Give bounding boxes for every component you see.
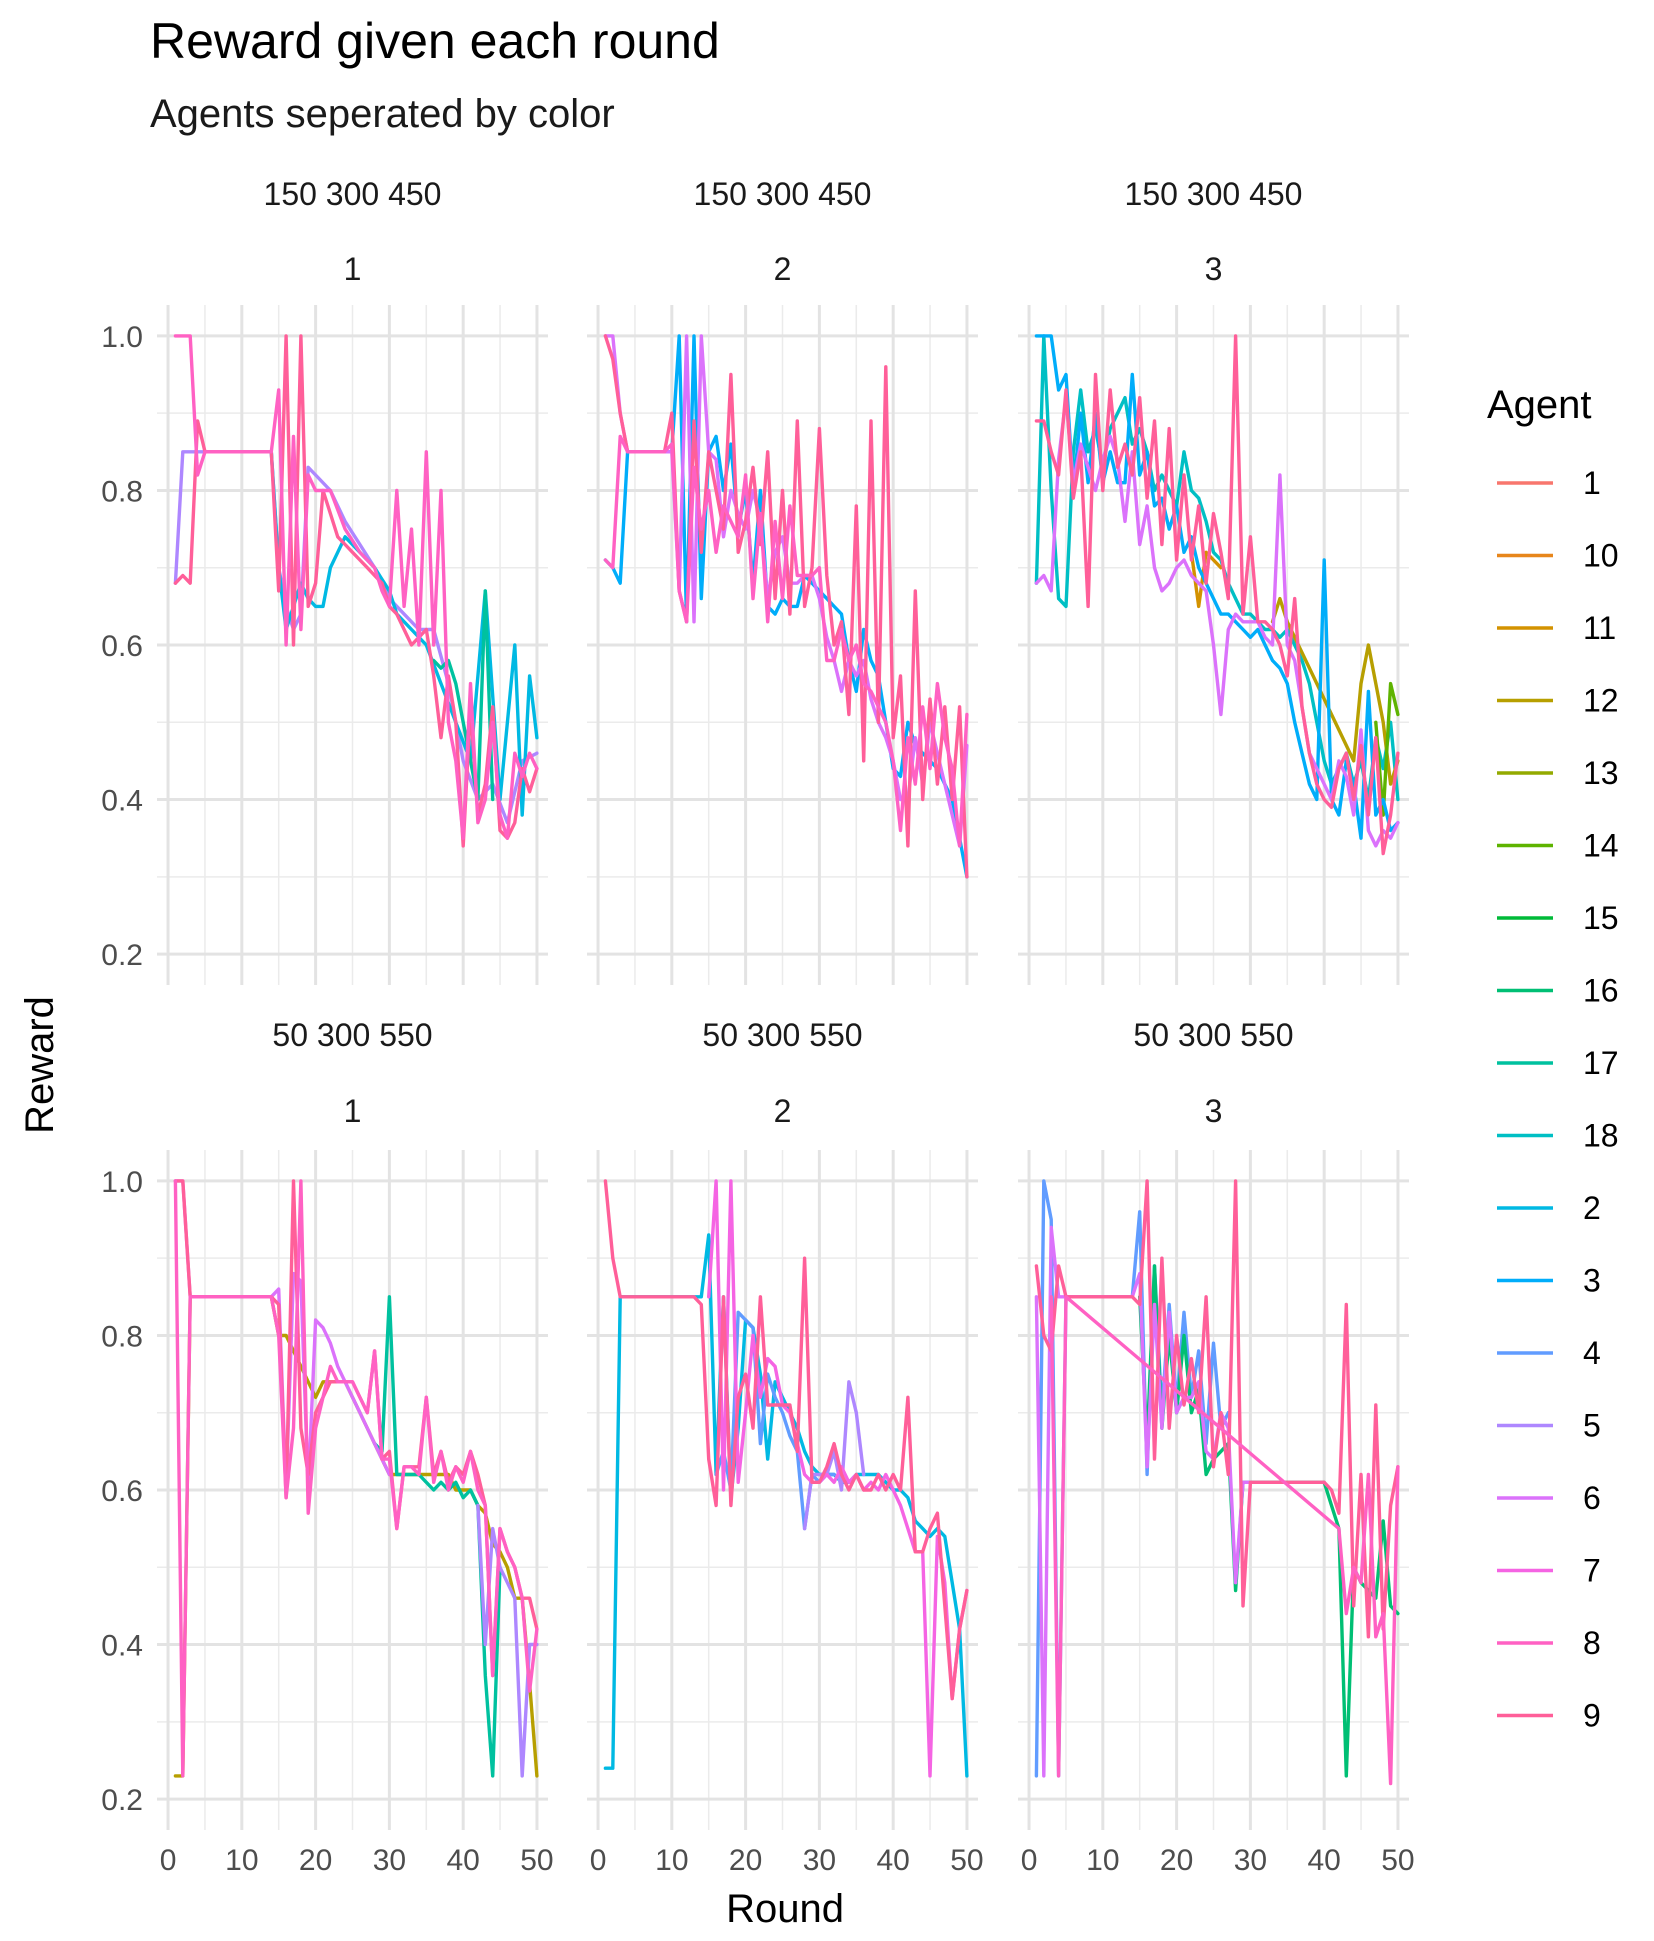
- y-tick-label: 0.2: [101, 939, 143, 972]
- series-line-agent-9: [1034, 1179, 1400, 1639]
- legend-label: 18: [1583, 1118, 1619, 1154]
- legend-label: 4: [1583, 1335, 1601, 1371]
- series-line-agent-6: [173, 1179, 392, 1492]
- x-tick-label: 20: [299, 1844, 332, 1877]
- strip-label-top: 50 300 550: [1133, 1017, 1293, 1053]
- facet-panel: 50 300 550 1 0.2 0.4 0.6 0.8 1.0 0 10 20 30 40 50: [101, 1017, 553, 1877]
- series-line-agent-3: [1034, 334, 1400, 840]
- x-tick-label: 30: [373, 1844, 406, 1877]
- strip-label-top: 150 300 450: [694, 176, 872, 212]
- chart-subtitle: Agents seperated by color: [150, 92, 615, 136]
- x-tick-label: 40: [876, 1844, 909, 1877]
- x-axis-title: Round: [726, 1887, 844, 1931]
- legend-label: 17: [1583, 1045, 1619, 1081]
- legend-label: 8: [1583, 1625, 1601, 1661]
- x-tick-label: 0: [590, 1844, 607, 1877]
- y-tick-label: 0.8: [101, 475, 143, 508]
- y-axis-title: Reward: [18, 996, 62, 1134]
- series-line-agent-3: [603, 334, 969, 879]
- series-line-agent-9: [1034, 334, 1400, 856]
- strip-label-top: 150 300 450: [1125, 176, 1303, 212]
- legend-label: 1: [1583, 465, 1601, 501]
- strip-label-bottom: 2: [774, 251, 792, 287]
- strip-label-bottom: 1: [344, 1093, 362, 1129]
- y-tick-label: 0.6: [101, 630, 143, 663]
- legend-label: 2: [1583, 1190, 1601, 1226]
- legend-label: 6: [1583, 1480, 1601, 1516]
- strip-label-top: 50 300 550: [272, 1017, 432, 1053]
- x-tick-label: 10: [655, 1844, 688, 1877]
- legend-label: 10: [1583, 538, 1619, 574]
- strip-label-bottom: 3: [1205, 251, 1223, 287]
- legend-label: 5: [1583, 1408, 1601, 1444]
- series-line-agent-9: [603, 334, 969, 879]
- y-tick-label: 0.4: [101, 1630, 143, 1663]
- legend-label: 12: [1583, 683, 1619, 719]
- x-tick-label: 0: [1021, 1844, 1038, 1877]
- x-tick-label: 50: [1381, 1844, 1414, 1877]
- series-line-agent-11: [1189, 550, 1223, 609]
- x-tick-label: 10: [225, 1844, 258, 1877]
- series-line-agent-6: [1034, 1225, 1253, 1778]
- series-line-agent-12: [173, 1295, 539, 1778]
- legend-title: Agent: [1487, 383, 1592, 427]
- legend-label: 16: [1583, 973, 1619, 1009]
- legend-label: 7: [1583, 1553, 1601, 1589]
- series-line-agent-8: [173, 1179, 539, 1778]
- legend-label: 14: [1583, 828, 1619, 864]
- series-line-agent-9: [173, 334, 539, 848]
- series-line-agent-4: [1034, 1179, 1231, 1778]
- legend: Agent 1 10 11 12 13 14 15 16 17 18 2 3 4 5 6 7 8 9: [1487, 383, 1619, 1734]
- facet-panel: 150 300 450 2: [587, 176, 978, 985]
- strip-label-bottom: 3: [1205, 1093, 1223, 1129]
- y-tick-label: 0.2: [101, 1784, 143, 1817]
- x-tick-label: 20: [1160, 1844, 1193, 1877]
- series-line-agent-7: [707, 1179, 969, 1778]
- strip-label-bottom: 2: [774, 1093, 792, 1129]
- y-tick-label: 1.0: [101, 321, 143, 354]
- series-line-agent-8: [603, 434, 969, 848]
- legend-label: 9: [1583, 1698, 1601, 1734]
- legend-label: 11: [1583, 610, 1616, 646]
- x-tick-label: 30: [803, 1844, 836, 1877]
- legend-label: 3: [1583, 1263, 1601, 1299]
- x-tick-label: 50: [950, 1844, 983, 1877]
- y-tick-label: 0.4: [101, 785, 143, 818]
- facet-panel: 150 300 450 3: [1018, 176, 1409, 985]
- x-tick-label: 50: [520, 1844, 553, 1877]
- series-line-agent-5: [802, 1380, 866, 1531]
- legend-label: 15: [1583, 900, 1619, 936]
- series-line-agent-8: [173, 334, 539, 840]
- series-line-agent-14: [1374, 681, 1400, 817]
- series-line-agent-9: [603, 1179, 969, 1701]
- series-line-agent-5: [476, 1503, 539, 1778]
- x-tick-label: 30: [1234, 1844, 1267, 1877]
- strip-label-top: 150 300 450: [264, 176, 442, 212]
- strip-label-bottom: 1: [344, 251, 362, 287]
- y-tick-label: 0.6: [101, 1475, 143, 1508]
- y-tick-label: 0.8: [101, 1320, 143, 1353]
- y-tick-label: 1.0: [101, 1166, 143, 1199]
- facet-panel: 150 300 450 1 0.2 0.4 0.6 0.8 1.0: [101, 176, 548, 985]
- legend-label: 13: [1583, 755, 1619, 791]
- x-tick-label: 0: [160, 1844, 177, 1877]
- series-line-agent-17: [432, 589, 495, 802]
- series-line-agent-8: [1049, 1295, 1400, 1786]
- x-tick-label: 40: [446, 1844, 479, 1877]
- chart-title: Reward given each round: [150, 13, 720, 69]
- x-tick-label: 40: [1307, 1844, 1340, 1877]
- x-tick-label: 10: [1086, 1844, 1119, 1877]
- x-tick-label: 20: [729, 1844, 762, 1877]
- strip-label-top: 50 300 550: [702, 1017, 862, 1053]
